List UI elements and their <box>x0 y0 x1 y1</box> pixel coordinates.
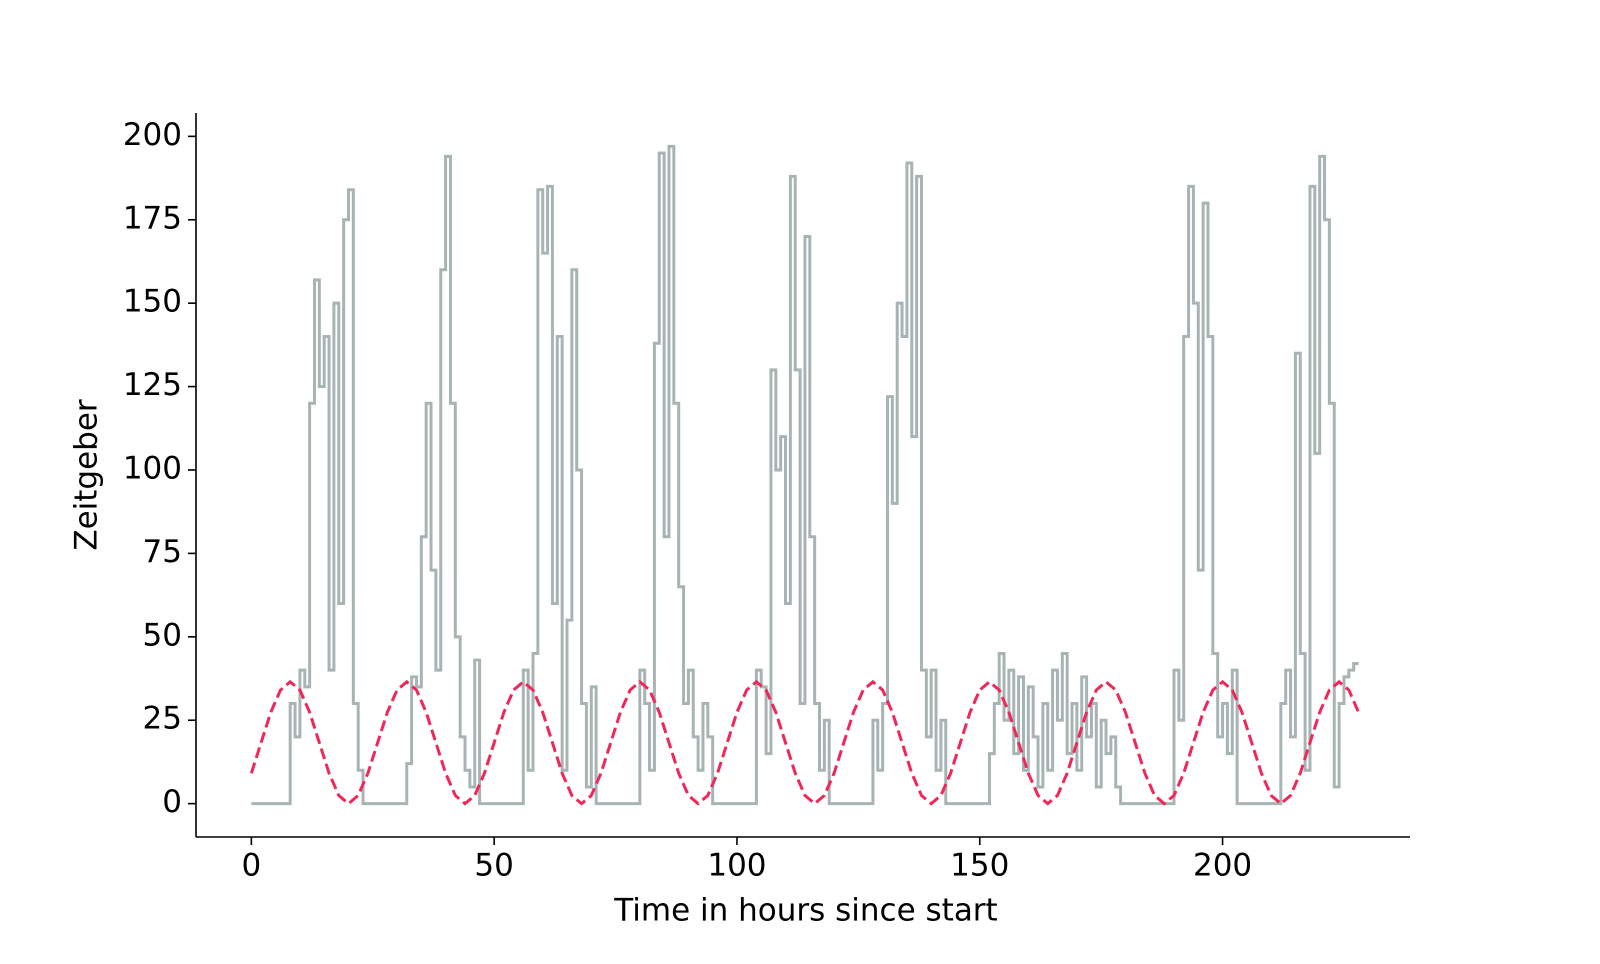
series-line <box>249 679 1360 806</box>
x-tick-label: 100 <box>707 848 766 884</box>
y-tick-label: 200 <box>123 117 182 153</box>
x-tick-label: 0 <box>241 848 261 884</box>
y-tick-label: 125 <box>123 367 182 403</box>
y-tick-label: 100 <box>123 450 182 486</box>
y-axis-label: Zeitgeber <box>69 399 105 551</box>
y-tick-label: 25 <box>143 701 182 737</box>
series-line <box>251 144 1359 806</box>
y-tick-label: 75 <box>143 534 182 570</box>
x-tick-label: 50 <box>474 848 513 884</box>
x-axis-label: Time in hours since start <box>613 893 997 929</box>
y-tick-label: 150 <box>123 284 182 320</box>
x-tick-label: 150 <box>950 848 1009 884</box>
x-tick-label: 200 <box>1193 848 1252 884</box>
y-tick-label: 175 <box>123 200 182 236</box>
y-tick-label: 50 <box>143 617 182 653</box>
y-tick-label: 0 <box>162 784 182 820</box>
